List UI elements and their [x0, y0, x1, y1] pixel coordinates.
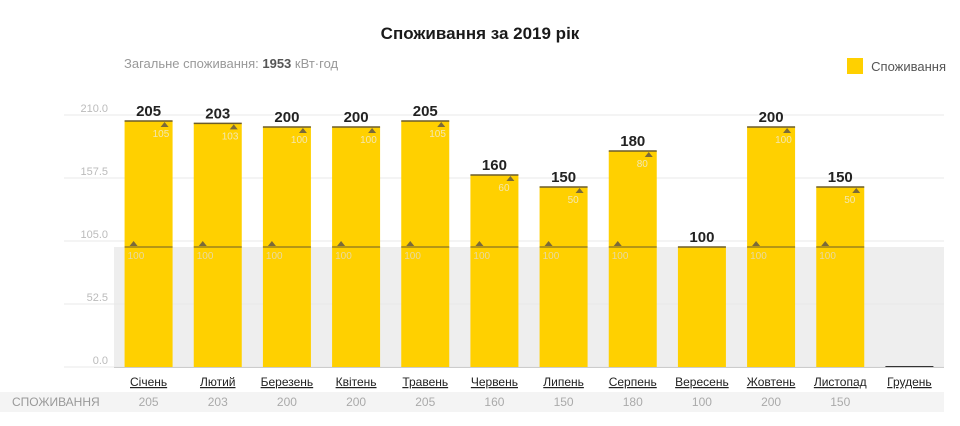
tier-marker [752, 241, 761, 246]
remainder-marker [160, 122, 169, 127]
category-label: Листопад [814, 375, 867, 389]
remainder-marker [368, 128, 377, 133]
threshold-band [114, 247, 944, 367]
bar [816, 187, 865, 367]
tier-marker [406, 241, 415, 246]
remainder-marker [229, 124, 238, 130]
table-cell: 200 [761, 395, 781, 409]
bar-value-label: 180 [620, 133, 645, 150]
bar-value-label: 203 [205, 105, 230, 122]
tier-marker [267, 241, 276, 246]
total-label: Загальне споживання: [124, 56, 259, 71]
tier-label: 100 [819, 251, 836, 262]
tier-label: 100 [543, 251, 560, 262]
category-label: Вересень [675, 375, 729, 389]
category-label: Лютий [200, 375, 236, 389]
remainder-label: 100 [775, 135, 792, 146]
table-cell: 205 [139, 395, 159, 409]
category-label: Жовтень [747, 375, 796, 389]
remainder-label: 50 [568, 195, 580, 206]
table-cell: 100 [692, 395, 712, 409]
table-row [0, 392, 944, 412]
bar-value-label: 205 [413, 103, 438, 120]
remainder-marker [437, 122, 446, 127]
tier-marker [821, 241, 830, 246]
tier-marker [198, 241, 207, 246]
table-cell: 200 [277, 395, 297, 409]
category-label: Червень [471, 375, 518, 389]
remainder-label: 60 [498, 183, 510, 194]
y-tick-label: 0.0 [93, 355, 108, 367]
tier-marker [129, 241, 138, 246]
bar [677, 247, 726, 367]
bar [608, 151, 657, 367]
remainder-label: 103 [222, 131, 239, 142]
remainder-label: 105 [153, 129, 170, 140]
tier-label: 100 [197, 251, 214, 262]
y-tick-label: 105.0 [80, 229, 108, 241]
category-label: Квітень [336, 375, 377, 389]
tier-label: 100 [473, 251, 490, 262]
category-label: Серпень [609, 375, 657, 389]
bar-value-label: 100 [689, 229, 714, 246]
tier-label: 100 [404, 251, 421, 262]
y-tick-label: 157.5 [80, 166, 108, 178]
table-cell: 200 [346, 395, 366, 409]
table-cell: 150 [830, 395, 850, 409]
table-row-label: СПОЖИВАННЯ [12, 395, 100, 409]
chart-title: Споживання за 2019 рік [380, 24, 580, 43]
remainder-label: 50 [844, 195, 856, 206]
legend-label: Споживання [871, 58, 946, 74]
category-label: Березень [261, 375, 314, 389]
total-value: 1953 [262, 56, 292, 71]
remainder-marker [644, 152, 653, 157]
legend-swatch [847, 58, 864, 74]
remainder-marker [506, 176, 515, 181]
table-cell: 160 [484, 395, 504, 409]
tier-marker [337, 241, 346, 246]
remainder-marker [783, 128, 792, 133]
remainder-label: 105 [429, 129, 446, 140]
table-cell: 180 [623, 395, 643, 409]
remainder-marker [575, 188, 584, 193]
remainder-label: 100 [291, 135, 308, 146]
category-label: Січень [130, 375, 167, 389]
bar-value-label: 200 [274, 109, 299, 126]
tier-label: 100 [128, 251, 145, 262]
bar-value-label: 150 [551, 169, 576, 186]
bar-value-label: 200 [759, 109, 784, 126]
remainder-marker [298, 128, 307, 133]
tier-marker [613, 241, 622, 246]
total-unit: кВт·год [294, 56, 339, 71]
remainder-label: 80 [637, 159, 649, 170]
bar [539, 187, 588, 367]
tier-label: 100 [750, 251, 767, 262]
table-cell: 150 [554, 395, 574, 409]
bar-value-label: 200 [344, 109, 369, 126]
category-label: Липень [543, 375, 584, 389]
tier-label: 100 [612, 251, 629, 262]
category-label: Травень [402, 375, 448, 389]
tier-marker [544, 241, 553, 246]
tier-label: 100 [266, 251, 283, 262]
remainder-label: 100 [360, 135, 377, 146]
table-cell: 203 [208, 395, 228, 409]
remainder-marker [852, 188, 861, 193]
category-label: Грудень [887, 375, 932, 389]
chart-subtitle: Загальне споживання: 1953 кВт·год [124, 56, 338, 71]
bar-value-label: 150 [828, 169, 853, 186]
bar-value-label: 205 [136, 103, 161, 120]
tier-marker [475, 241, 484, 246]
bar-value-label: 160 [482, 157, 507, 174]
table-cell: 205 [415, 395, 435, 409]
legend[interactable]: Споживання [847, 58, 946, 74]
y-tick-label: 52.5 [87, 292, 108, 304]
bar [470, 175, 519, 367]
tier-label: 100 [335, 251, 352, 262]
y-tick-label: 210.0 [80, 103, 108, 115]
